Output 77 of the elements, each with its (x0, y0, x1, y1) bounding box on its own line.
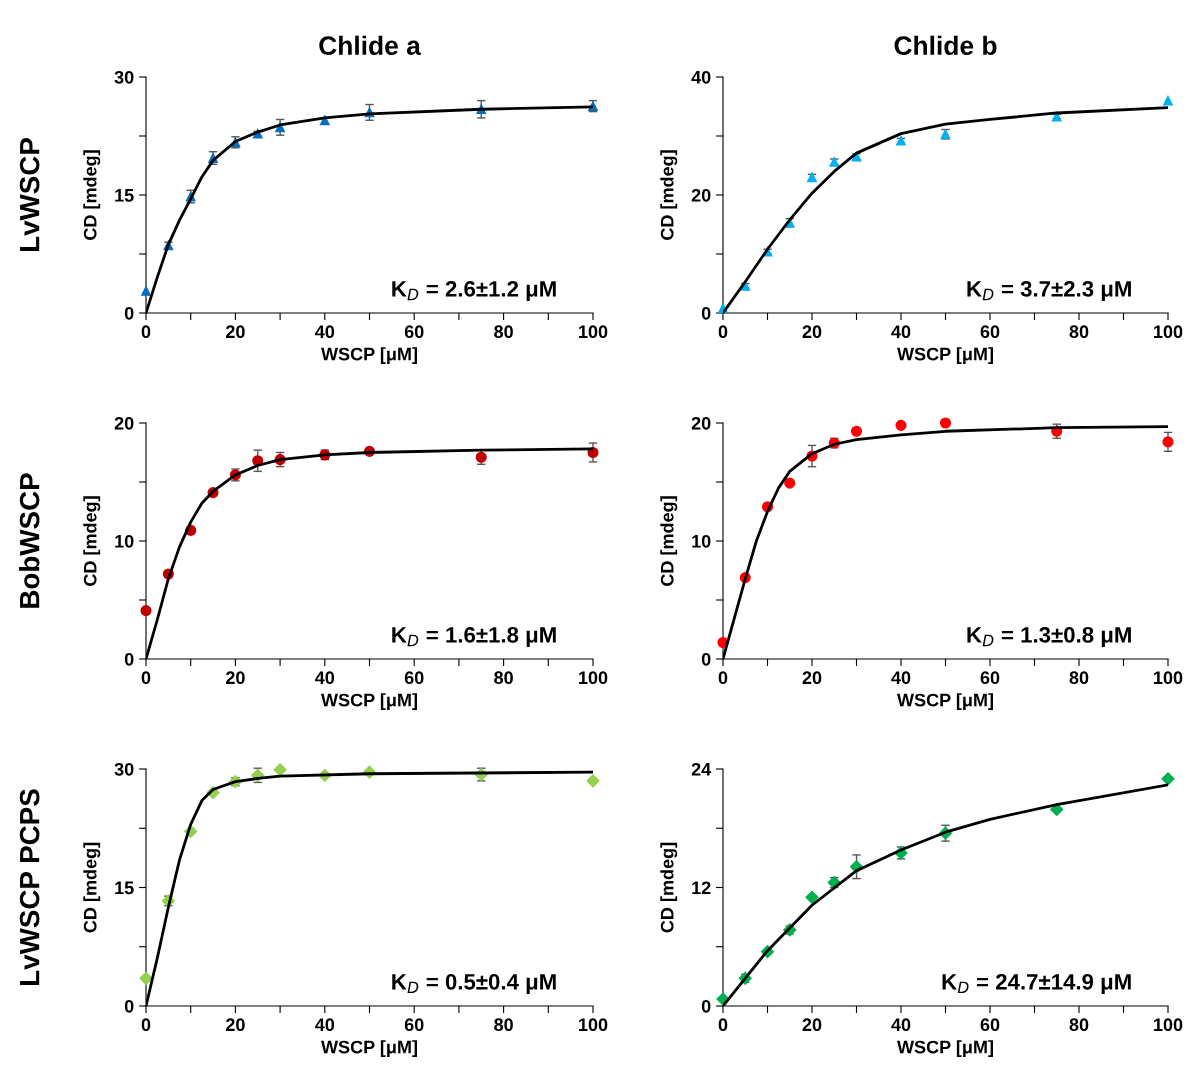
x-tick-label: 60 (980, 325, 1000, 339)
annotation: K$_{D}$ = 1.6±1.8 μM (392, 626, 556, 648)
annotation: K$_{D}$ = 2.6±1.2 μM (392, 280, 556, 302)
x-tick-label: 20 (802, 1018, 822, 1032)
y-tick-label: 0 (124, 306, 134, 320)
x-axis-title: WSCP [μM] (897, 347, 993, 365)
y-tick-label: 30 (114, 762, 134, 776)
y-axis-title: CD [mdeg] (660, 496, 678, 586)
y-axis-title: CD [mdeg] (83, 842, 101, 933)
x-axis-title: WSCP [μM] (321, 693, 417, 711)
chart-title: Chlide a (319, 35, 421, 56)
x-tick-label: 100 (579, 671, 608, 685)
x-tick-label: 80 (1069, 671, 1089, 685)
x-axis-title: WSCP [μM] (321, 347, 417, 365)
y-axis-title: CD [mdeg] (83, 496, 101, 586)
y-tick-label: 0 (701, 306, 711, 320)
x-tick-label: 20 (225, 671, 245, 685)
x-tick-label: 100 (1154, 671, 1183, 685)
x-tick-label: 100 (1154, 325, 1183, 339)
x-tick-label: 100 (579, 1018, 608, 1032)
x-tick-label: 80 (1069, 325, 1089, 339)
chart-title: Chlide b (894, 35, 997, 56)
x-tick-label: 0 (718, 325, 728, 339)
text: BobWSCP (19, 473, 40, 608)
x-tick-label: 20 (802, 671, 822, 685)
x-axis-title: WSCP [μM] (897, 693, 993, 711)
y-tick-label: 0 (701, 999, 711, 1013)
x-tick-label: 60 (980, 1018, 1000, 1032)
x-tick-label: 40 (315, 1018, 335, 1032)
x-axis-title: WSCP [μM] (897, 1040, 993, 1058)
x-tick-label: 20 (225, 325, 245, 339)
x-tick-label: 20 (225, 1018, 245, 1032)
x-tick-label: 80 (494, 1018, 513, 1032)
y-axis-title: CD [mdeg] (660, 150, 678, 240)
x-tick-label: 60 (404, 671, 424, 685)
annotation: K$_{D}$ = 24.7±14.9 μM (942, 973, 1131, 994)
y-tick-label: 20 (114, 416, 134, 430)
y-tick-label: 20 (691, 416, 711, 430)
text: LvWSCP (19, 138, 40, 252)
x-tick-label: 100 (1154, 1018, 1183, 1032)
x-tick-label: 0 (141, 1018, 151, 1032)
x-tick-label: 60 (404, 325, 424, 339)
y-tick-label: 15 (115, 881, 134, 895)
y-tick-label: 15 (115, 189, 134, 202)
x-tick-label: 20 (802, 325, 822, 339)
x-tick-label: 80 (494, 325, 513, 339)
y-tick-label: 24 (691, 762, 712, 776)
y-axis-title: CD [mdeg] (660, 842, 678, 933)
x-tick-label: 0 (141, 325, 151, 339)
annotation: K$_{D}$ = 1.3±0.8 μM (967, 626, 1131, 648)
y-axis-title: CD [mdeg] (83, 150, 101, 240)
annotation: K$_{D}$ = 3.7±2.3 μM (967, 280, 1131, 302)
x-tick-label: 40 (315, 325, 335, 339)
x-tick-label: 80 (1069, 1018, 1089, 1032)
x-tick-label: 0 (718, 1018, 728, 1032)
y-tick-label: 0 (124, 652, 134, 666)
x-axis-title: WSCP [μM] (321, 1040, 417, 1058)
x-tick-label: 0 (141, 671, 151, 685)
x-tick-label: 40 (891, 1018, 911, 1032)
y-tick-label: 10 (692, 534, 711, 548)
x-tick-label: 80 (494, 671, 513, 685)
text: LvWSCP PCPS (19, 789, 40, 985)
annotation: K$_{D}$ = 0.5±0.4 μM (392, 973, 556, 994)
x-tick-label: 40 (315, 671, 335, 685)
x-tick-label: 60 (404, 1018, 424, 1032)
x-tick-label: 40 (891, 671, 911, 685)
y-tick-label: 0 (701, 652, 711, 666)
y-tick-label: 30 (114, 70, 134, 84)
y-tick-label: 0 (124, 999, 134, 1013)
x-tick-label: 40 (891, 325, 911, 339)
x-tick-label: 0 (718, 671, 728, 685)
x-tick-label: 60 (980, 671, 1000, 685)
y-tick-label: 20 (691, 188, 711, 202)
y-tick-label: 12 (692, 881, 711, 895)
x-tick-label: 100 (579, 325, 608, 339)
y-tick-label: 40 (691, 70, 711, 84)
y-tick-label: 10 (115, 534, 134, 548)
